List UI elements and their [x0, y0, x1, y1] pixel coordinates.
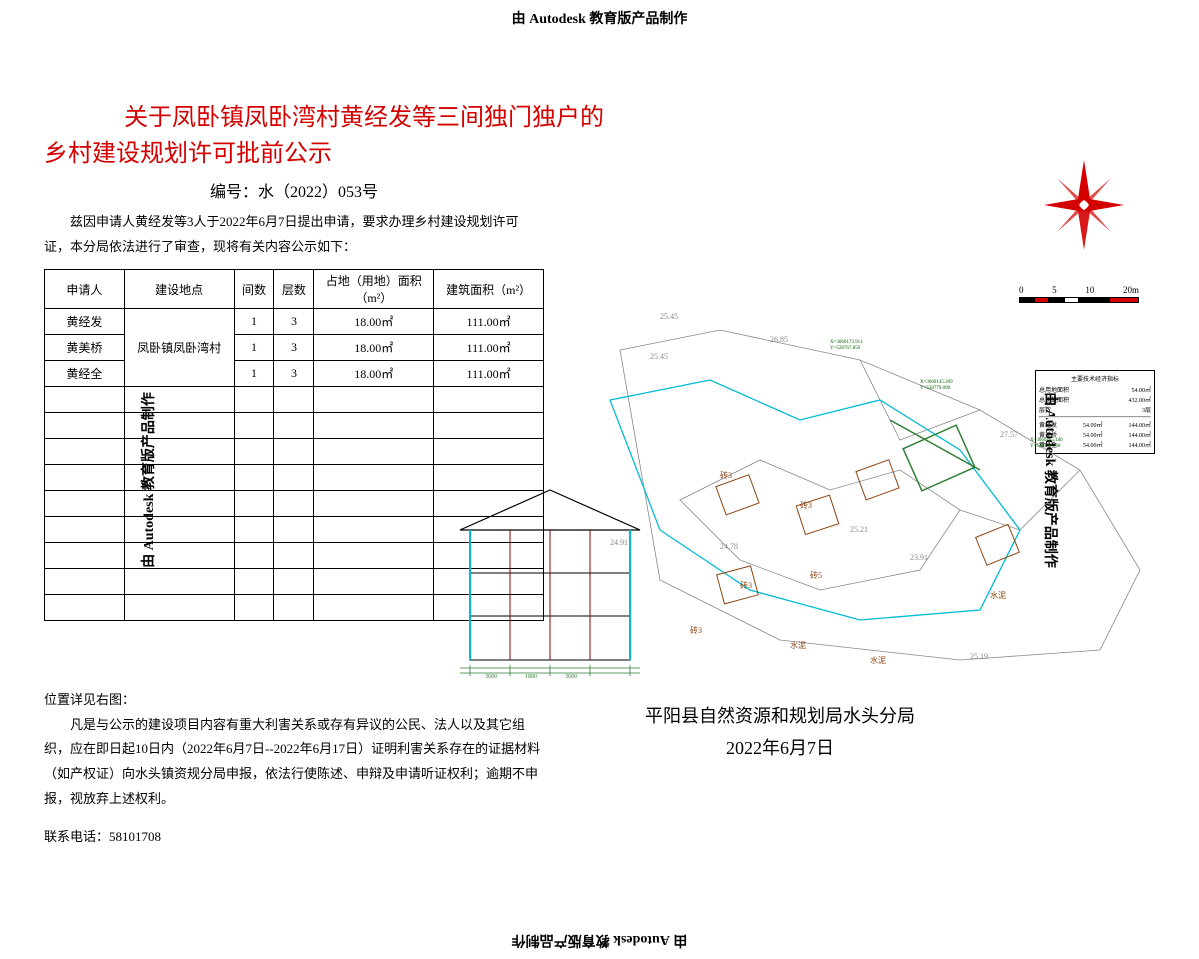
map-label: 25.45: [650, 352, 668, 361]
title-line2: 乡村建设规划许可批前公示: [44, 136, 1154, 172]
map-label: Y=528798.738: [1030, 444, 1060, 449]
watermark-bottom: 由 Autodesk 教育版产品制作: [0, 931, 1199, 951]
map-label: 27.57: [1000, 430, 1018, 439]
table-row: [45, 387, 544, 413]
footer-p2: 凡是与公示的建设项目内容有重大利害关系或存有异议的公民、法人以及其它组织，应在即…: [44, 713, 544, 812]
footer-p1: 位置详见右图：: [44, 688, 544, 713]
table-header: 建筑面积（m²）: [434, 270, 544, 309]
map-label: 24.91: [610, 538, 628, 547]
map-label: 砖3: [690, 625, 702, 636]
table-row: 黄美桥1318.00㎡111.00㎡: [45, 335, 544, 361]
table-header: 建设地点: [124, 270, 234, 309]
table-header: 申请人: [45, 270, 125, 309]
map-label: 25.19: [970, 652, 988, 661]
map-label: 砖3: [800, 500, 812, 511]
intro-paragraph: 兹因申请人黄经发等3人于2022年6月7日提出申请，要求办理乡村建设规划许可证，…: [44, 210, 544, 259]
sign-date: 2022年6月7日: [580, 732, 980, 764]
map-label: 砖3: [720, 470, 732, 481]
compass-rose-icon: [1039, 160, 1129, 270]
contact-phone: 联系电话：58101708: [44, 825, 544, 850]
signature-block: 平阳县自然资源和规划局水头分局 2022年6月7日: [580, 700, 980, 765]
map-label: X=3060155.440: [1030, 438, 1063, 443]
scale-bar: 051020m: [1019, 285, 1139, 303]
table-header: 间数: [234, 270, 274, 309]
map-label: 砖5: [810, 570, 822, 581]
footer-block: 位置详见右图： 凡是与公示的建设项目内容有重大利害关系或存有异议的公民、法人以及…: [44, 688, 544, 850]
sign-org: 平阳县自然资源和规划局水头分局: [580, 700, 980, 732]
svg-text:3600: 3600: [485, 674, 497, 680]
map-label: X=3060145.209: [920, 380, 953, 385]
map-label: 26.85: [770, 335, 788, 344]
title-line1: 关于凤卧镇凤卧湾村黄经发等三间独门独户的: [44, 100, 1154, 136]
svg-text:3600: 3600: [565, 674, 577, 680]
map-label: X=3060173.911: [830, 340, 863, 345]
watermark-top: 由 Autodesk 教育版产品制作: [0, 8, 1199, 28]
map-label: 23.91: [910, 553, 928, 562]
table-header: 层数: [274, 270, 314, 309]
map-label: 水泥: [870, 655, 886, 666]
site-map: [600, 320, 1160, 680]
map-label: 水泥: [990, 590, 1006, 601]
map-label: 25.45: [660, 312, 678, 321]
map-label: 水泥: [790, 640, 806, 651]
map-label: 砖3: [740, 580, 752, 591]
map-label: 25.21: [850, 525, 868, 534]
map-label: Y=528779.090: [920, 386, 950, 391]
table-row: [45, 413, 544, 439]
map-label: Y=528767.850: [830, 346, 860, 351]
table-row: 黄经发凤卧镇凤卧湾村1318.00㎡111.00㎡: [45, 309, 544, 335]
document-number: 编号：水（2022）053号: [44, 178, 544, 202]
map-label: 24.78: [720, 542, 738, 551]
table-row: [45, 439, 544, 465]
svg-text:1800: 1800: [525, 674, 537, 680]
table-header: 占地（用地）面积（m²）: [314, 270, 434, 309]
table-row: 黄经全1318.00㎡111.00㎡: [45, 361, 544, 387]
